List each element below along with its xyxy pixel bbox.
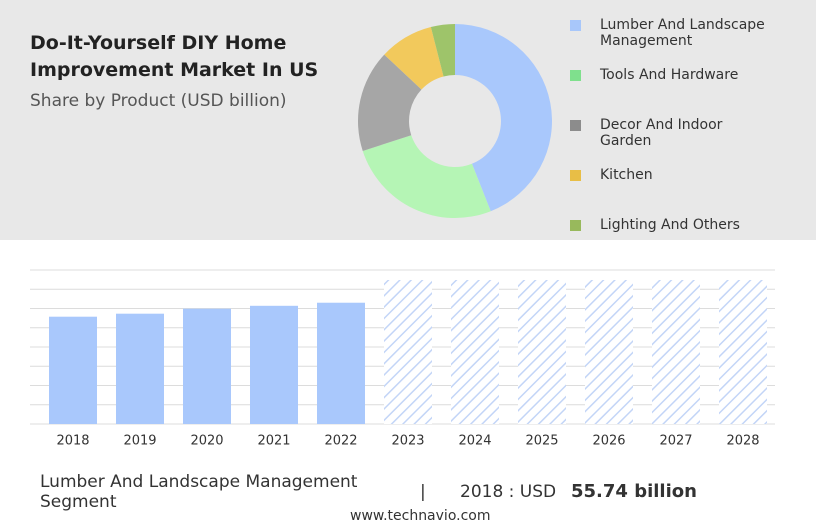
legend-swatch bbox=[570, 120, 581, 131]
x-tick-label: 2020 bbox=[190, 434, 223, 449]
forecast-placeholder bbox=[518, 280, 566, 424]
donut-slice bbox=[358, 54, 422, 151]
donut-slice bbox=[455, 24, 552, 212]
donut-slice bbox=[384, 27, 444, 90]
bar bbox=[250, 305, 298, 424]
legend-label: Decor And Indoor Garden bbox=[600, 117, 723, 149]
forecast-placeholder bbox=[451, 280, 499, 424]
chart-subtitle: Share by Product (USD billion) bbox=[30, 91, 287, 111]
bar bbox=[116, 313, 164, 424]
forecast-placeholder bbox=[652, 280, 700, 424]
source: www.technavio.com bbox=[350, 508, 491, 524]
legend-label: Lumber And Landscape Management bbox=[600, 17, 765, 49]
forecast-placeholder bbox=[384, 280, 432, 424]
bar bbox=[183, 308, 231, 424]
legend-label: Kitchen bbox=[600, 167, 653, 183]
footer-value: 55.74 billion bbox=[571, 481, 697, 502]
x-tick-label: 2028 bbox=[726, 434, 759, 449]
x-tick-label: 2021 bbox=[257, 434, 290, 449]
donut-slice bbox=[430, 24, 455, 77]
forecast-placeholder bbox=[585, 280, 633, 424]
legend-swatch bbox=[570, 20, 581, 31]
forecast-placeholder bbox=[719, 280, 767, 424]
x-tick-label: 2023 bbox=[391, 434, 424, 449]
chart-title: Do-It-Yourself DIY Home Improvement Mark… bbox=[30, 32, 319, 81]
x-tick-label: 2025 bbox=[525, 434, 558, 449]
donut-slice bbox=[362, 135, 491, 218]
x-tick-label: 2027 bbox=[659, 434, 692, 449]
footer-year: 2018 : USD bbox=[460, 482, 557, 502]
bar bbox=[49, 316, 97, 424]
legend-swatch bbox=[570, 70, 581, 81]
legend-label: Tools And Hardware bbox=[600, 67, 739, 83]
x-tick-label: 2019 bbox=[123, 434, 156, 449]
bar bbox=[317, 302, 365, 424]
footer-segment: Lumber And Landscape Management Segment bbox=[40, 472, 358, 512]
x-tick-label: 2024 bbox=[458, 434, 491, 449]
legend-label: Lighting And Others bbox=[600, 217, 740, 233]
x-tick-label: 2018 bbox=[56, 434, 89, 449]
x-tick-label: 2026 bbox=[592, 434, 625, 449]
legend-swatch bbox=[570, 220, 581, 231]
x-tick-label: 2022 bbox=[324, 434, 357, 449]
footer-divider: | bbox=[420, 482, 426, 502]
legend-swatch bbox=[570, 170, 581, 181]
